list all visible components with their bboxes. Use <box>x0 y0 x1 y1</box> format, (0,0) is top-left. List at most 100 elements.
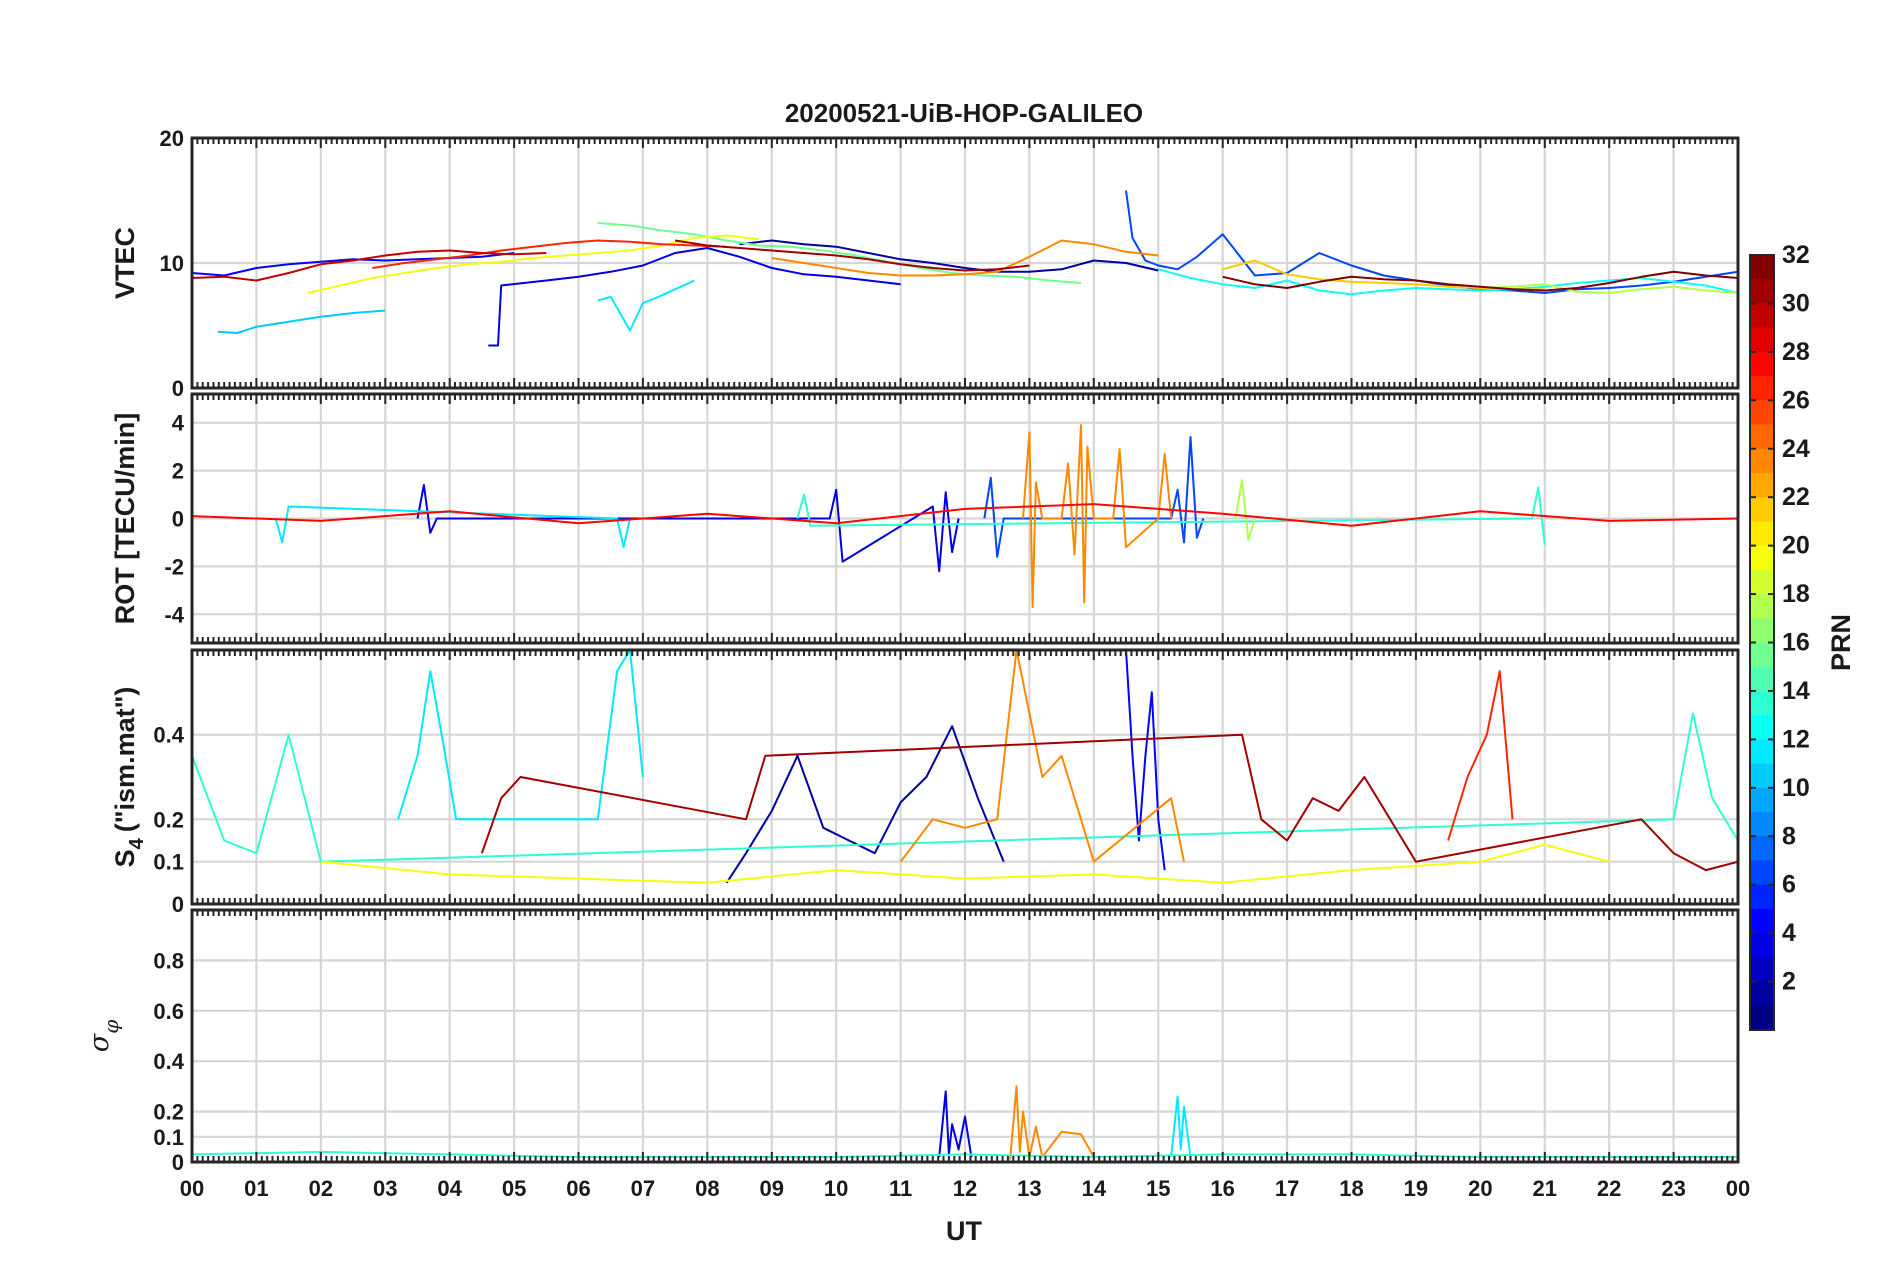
colorbar-tick-label: 2 <box>1782 968 1796 996</box>
colorbar-swatch <box>1750 836 1774 862</box>
x-tick-label: 11 <box>889 1176 912 1201</box>
s4-label-main: S <box>110 849 140 867</box>
x-tick-label: 04 <box>437 1176 462 1201</box>
rot-series-prn-24 <box>1022 424 1173 609</box>
colorbar-tick-label: 22 <box>1782 483 1810 511</box>
colorbar-tick-label: 4 <box>1782 919 1796 947</box>
rot-ytick-label: 0 <box>172 507 184 532</box>
rot-ytick-label: -4 <box>164 602 184 627</box>
panel-s4: 0 0.1 0.2 0.4 S4 ("ism.mat") <box>110 648 1740 917</box>
colorbar-swatch <box>1750 957 1774 983</box>
vtec-ytick-label: 20 <box>160 126 184 151</box>
colorbar-swatch <box>1750 545 1774 571</box>
x-tick-label: 18 <box>1339 1176 1363 1201</box>
x-tick-label: 00 <box>1726 1176 1750 1201</box>
colorbar-swatch <box>1750 521 1774 547</box>
s4-ytick-label: 0.4 <box>153 723 184 748</box>
x-tick-label: 16 <box>1210 1176 1234 1201</box>
s4-ytick-label: 0.1 <box>153 850 184 875</box>
sigma_phi-ytick-label: 0.2 <box>153 1100 184 1125</box>
colorbar-swatch <box>1750 812 1774 837</box>
vtec-series-prn-18 <box>1480 283 1738 294</box>
panel-vtec: 0 10 20 VTEC <box>110 126 1740 401</box>
colorbar-swatch <box>1750 279 1774 305</box>
colorbar-swatch <box>1750 618 1774 644</box>
vtec-series-prn-24 <box>771 239 1159 277</box>
vtec-series-prn-32 <box>1222 270 1738 292</box>
x-tick-label: 12 <box>953 1176 977 1201</box>
colorbar-tick-label: 24 <box>1782 435 1810 463</box>
colorbar-swatch <box>1750 933 1774 958</box>
x-tick-label: 23 <box>1661 1176 1685 1201</box>
colorbar-tick-label: 12 <box>1782 725 1810 753</box>
vtec-ytick-label: 10 <box>160 251 184 276</box>
vtec-series-prn-13 <box>1158 268 1738 296</box>
sigma-phi-y-axis-label: σφ <box>84 1020 123 1052</box>
colorbar-tick-label: 10 <box>1782 774 1810 802</box>
rot-y-axis-label: ROT [TECU/min] <box>110 413 140 624</box>
sigma_phi-ytick-label: 0 <box>172 1150 184 1175</box>
colorbar-swatch <box>1750 376 1774 401</box>
s4-series-prn-20 <box>320 843 1610 884</box>
colorbar-swatch <box>1750 715 1774 740</box>
s4-label-sub: 4 <box>126 837 148 849</box>
vtec-series-prn-27 <box>372 239 727 269</box>
x-tick-label: 20 <box>1468 1176 1492 1201</box>
vtec-series-prn-4 <box>488 247 901 347</box>
colorbar-swatch <box>1750 351 1774 377</box>
x-tick-label: 19 <box>1404 1176 1428 1201</box>
x-tick-label: 14 <box>1082 1176 1107 1201</box>
colorbar-swatch <box>1750 690 1774 716</box>
x-tick-label: 08 <box>695 1176 719 1201</box>
x-tick-label: 01 <box>244 1176 268 1201</box>
x-tick-label: 00 <box>180 1176 204 1201</box>
colorbar-swatch <box>1750 497 1774 523</box>
rot-series-prn-14 <box>796 486 1546 545</box>
colorbar-swatch <box>1750 303 1774 329</box>
rot-frame <box>190 392 1740 645</box>
x-tick-label: 06 <box>566 1176 590 1201</box>
colorbar-swatch <box>1750 594 1774 619</box>
s4-series-prn-31 <box>480 733 1738 872</box>
vtec-series-prn-16 <box>597 222 1082 284</box>
x-axis-label: UT <box>946 1216 982 1246</box>
sigma_phi-ytick-label: 0.1 <box>153 1125 184 1150</box>
sigma_phi-ytick-label: 0.6 <box>153 999 184 1024</box>
colorbar-swatch <box>1750 327 1774 353</box>
sigma-label-main: σ <box>84 1032 115 1052</box>
x-tick-label: 05 <box>502 1176 526 1201</box>
colorbar-swatch <box>1750 981 1774 1007</box>
vtec-series-prn-2 <box>739 239 1159 273</box>
vtec-series-prn-30 <box>192 249 547 282</box>
x-tick-label: 15 <box>1146 1176 1170 1201</box>
sigma_phi-ytick-label: 0.4 <box>153 1049 184 1074</box>
colorbar-swatch <box>1750 472 1774 498</box>
colorbar-swatch <box>1750 448 1774 474</box>
x-tick-label: 13 <box>1017 1176 1041 1201</box>
x-tick-label: 10 <box>824 1176 848 1201</box>
rot-series-prn-7 <box>983 436 1205 558</box>
vtec-series-prn-7 <box>1125 190 1738 294</box>
x-tick-labels: 00 01 02 03 04 05 06 07 08 09 10 11 12 13 14 15 16 17 18 19… <box>180 1176 1750 1201</box>
vtec-ytick-label: 0 <box>172 376 184 401</box>
panel-sigma_phi: 00.10.2 0.4 0.6 0.8 σφ <box>84 908 1740 1175</box>
sigma_phi-ytick-label: 0.8 <box>153 948 184 973</box>
sigma_phi-series-prn-12 <box>1170 1095 1192 1158</box>
x-tick-label: 17 <box>1275 1176 1299 1201</box>
sigma_phi-frame <box>190 908 1740 1164</box>
sigma_phi-series-prn-4 <box>938 1090 973 1158</box>
s4-ytick-label: 0 <box>172 892 184 917</box>
x-tick-label: 22 <box>1597 1176 1621 1201</box>
colorbar-swatch <box>1750 884 1774 910</box>
colorbar-swatch <box>1750 1005 1774 1031</box>
colorbar-swatch <box>1750 908 1774 934</box>
s4-ytick-label: 0.2 <box>153 807 184 832</box>
x-tick-label: 02 <box>309 1176 333 1201</box>
colorbar-swatch <box>1750 400 1774 426</box>
colorbar-tick-label: 8 <box>1782 822 1796 850</box>
s4-series-prn-2 <box>725 725 1005 884</box>
chart-title: 20200521-UiB-HOP-GALILEO <box>785 98 1143 128</box>
vtec-series-prn-31 <box>674 239 1030 272</box>
colorbar-swatch <box>1750 666 1774 692</box>
